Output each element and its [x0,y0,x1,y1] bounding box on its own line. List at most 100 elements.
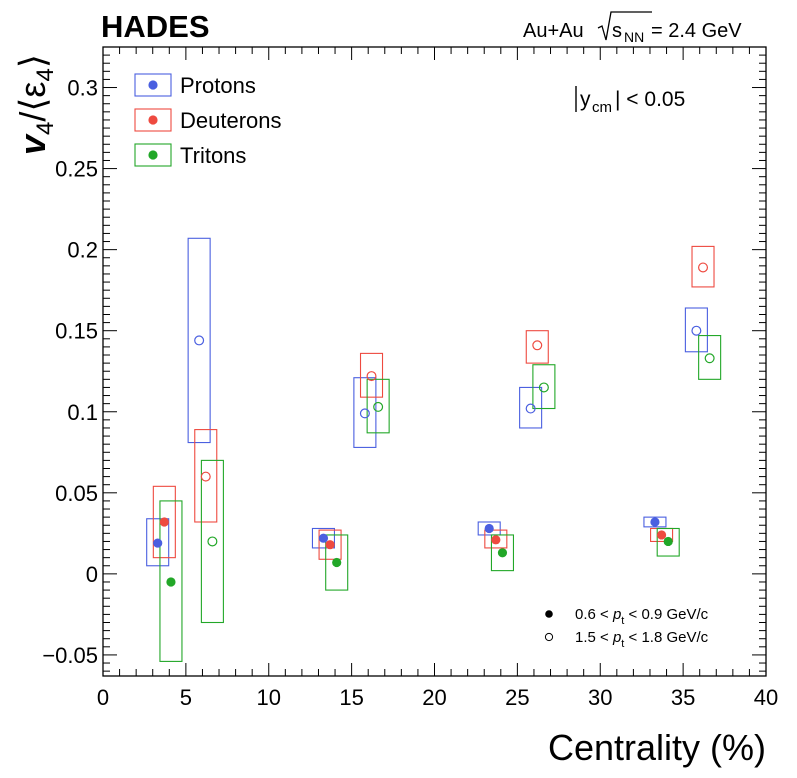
tritons-high-pt-point [207,536,218,547]
tritons-low-pt-sys-box [490,534,515,572]
y-axis-title: v4/⟨ε4⟩ [12,54,59,155]
protons-low-pt-sys-box [643,516,667,528]
tritons-high-pt-point [704,353,715,364]
pt-legend-marker-open [544,632,554,642]
y-tick-label: 0.15 [55,319,98,344]
plot-frame [102,46,767,677]
title-group: HADES Au+Au s NN = 2.4 GeV [101,9,742,45]
protons-low-pt-sys-box [311,527,335,549]
pt-legend-marker-filled [545,610,553,618]
systematic-boxes [146,237,722,662]
data-points [153,262,715,587]
deuterons-high-pt-point [200,471,211,482]
axes: 0 5 10 15 20 25 30 35 40 −0.05 0 0.05 0.1 0.15 0.2 0.25… [42,46,778,710]
rapidity-cut: | < 0.05 [615,88,685,111]
tritons-legend-label: Tritons [180,143,246,168]
pt-legend-label: 1.5 < pt < 1.8 GeV/c [575,629,709,650]
protons-high-pt-sys-box [187,237,211,444]
rapidity-cut-label: y cm | < 0.05 [575,86,685,116]
x-tick-label: 5 [180,685,192,710]
y-tick-label: 0.25 [55,157,98,182]
tritons-high-pt-point [538,382,549,393]
x-axis-title: Centrality (%) [548,727,766,768]
deuterons-low-pt-point [491,535,501,545]
protons-high-pt-point [525,403,536,414]
y-tick-label: 0.3 [67,76,98,101]
deuterons-legend-box [134,108,172,132]
tritons-high-pt-sys-box [698,335,722,380]
protons-high-pt-sys-box [519,386,543,429]
x-tick-label: 35 [671,685,695,710]
protons-legend-label: Protons [180,73,256,98]
x-tick-label: 10 [257,685,281,710]
protons-high-pt-point [194,335,205,346]
y-axis-label: v4/⟨ε4⟩ [12,54,59,155]
x-tick-label: 25 [505,685,529,710]
deuterons-high-pt-sys-box [359,352,384,398]
tritons-legend-marker [148,150,158,160]
tritons-low-pt-point [663,536,673,547]
y-axis-label-close: ⟩ [12,54,53,68]
protons-low-pt-point [318,533,329,543]
x-tick-label: 0 [97,685,109,710]
x-axis-label: Centrality (%) [548,727,766,768]
protons-high-pt-sys-box [684,307,708,353]
tritons-low-pt-point [332,557,342,568]
rapidity-symbol: y [580,88,591,111]
deuterons-low-pt-sys-box [318,529,342,560]
deuterons-low-pt-point [159,517,169,527]
deuterons-low-pt-point [656,530,667,540]
tritons-high-pt-sys-box [532,364,556,410]
pt-legend: 0.6 < pt < 0.9 GeV/c1.5 < pt < 1.8 GeV/c [544,606,709,650]
x-tick-label: 30 [588,685,612,710]
deuterons-high-pt-sys-box [194,429,218,523]
protons-low-pt-sys-box [477,521,501,536]
y-tick-label: 0.05 [55,481,98,506]
protons-low-pt-point [484,523,494,534]
system-label: Au+Au [523,20,584,42]
tritons-high-pt-point [373,401,384,412]
x-tick-label: 20 [422,685,446,710]
deuterons-legend-marker [148,115,158,125]
deuterons-high-pt-point [532,340,543,351]
x-tick-label: 40 [754,685,778,710]
collision-label: Au+Au s NN = 2.4 GeV [523,11,742,45]
tritons-low-pt-sys-box [159,500,183,662]
tritons-low-pt-sys-box [325,534,349,591]
deuterons-legend-label: Deuterons [180,108,282,133]
tritons-high-pt-sys-box [200,459,224,624]
y-tick-label: −0.05 [42,643,98,668]
energy-subscript: NN [624,29,644,45]
experiment-title: HADES [101,9,210,44]
protons-high-pt-sys-box [353,377,377,448]
y-tick-label: 0 [86,562,98,587]
y-tick-label: 0.1 [67,400,98,425]
y-tick-label: 0.2 [67,238,98,263]
protons-low-pt-point [650,517,660,527]
species-legend: Protons Deuterons Tritons [134,73,282,168]
deuterons-high-pt-sys-box [525,330,549,364]
protons-low-pt-sys-box [146,518,170,567]
y-axis-label-denom-sub: 4 [32,68,59,81]
y-axis-label-sub: 4 [32,122,59,135]
x-tick-label: 15 [339,685,363,710]
deuterons-high-pt-point [698,262,709,273]
protons-high-pt-point [691,325,702,336]
deuterons-high-pt-sys-box [691,245,715,288]
deuterons-low-pt-point [325,540,335,550]
rapidity-subscript: cm [592,99,612,116]
sqrt-sign [597,11,652,41]
pt-legend-label: 0.6 < pt < 0.9 GeV/c [575,606,709,627]
protons-legend-marker [148,80,158,90]
energy-symbol: s [612,20,622,42]
protons-high-pt-point [359,408,370,419]
tritons-legend-box [134,143,172,167]
protons-legend-box [134,73,172,97]
y-axis-label-v: v [12,133,53,155]
deuterons-low-pt-sys-box [152,485,176,559]
tritons-high-pt-sys-box [366,378,390,434]
tritons-low-pt-sys-box [656,527,680,557]
deuterons-high-pt-point [366,371,377,382]
energy-value: = 2.4 GeV [651,20,742,42]
